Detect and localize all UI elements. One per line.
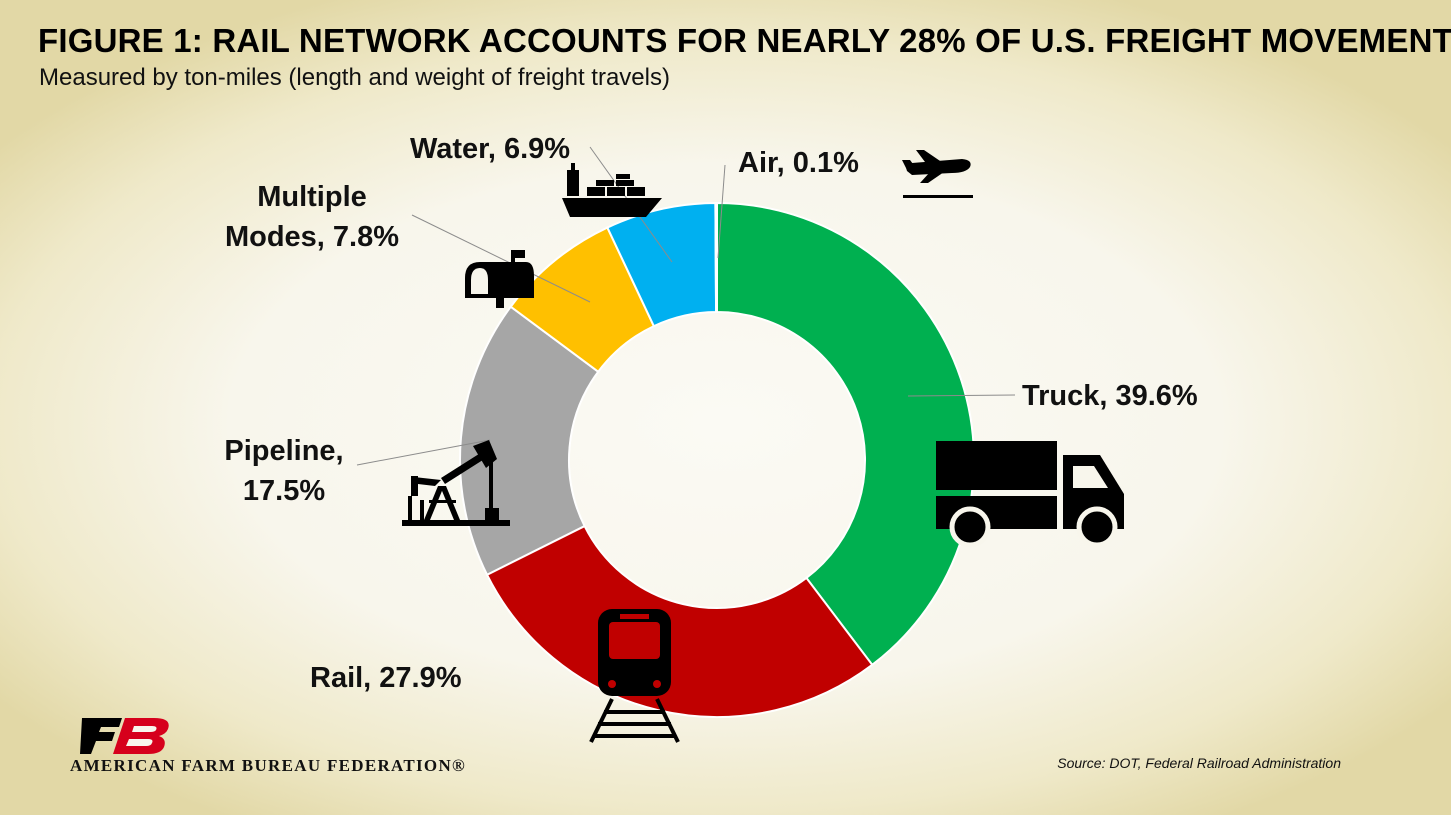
leader-line-pipeline	[356, 439, 491, 466]
afbf-logo-wordmark: AMERICAN FARM BUREAU FEDERATION®	[70, 756, 467, 775]
source-note: Source: DOT, Federal Railroad Administra…	[1057, 755, 1341, 771]
chart-subtitle: Measured by ton-miles (length and weight…	[39, 64, 670, 91]
mailbox-icon	[465, 250, 534, 308]
oil-pump-icon	[402, 440, 510, 526]
ship-icon	[562, 163, 662, 217]
slice-labels: Truck, 39.6% Rail, 27.9% Pipeline, 17.5% Mul…	[224, 133, 1198, 694]
label-multiple-modes: Multiple Modes, 7.8%	[225, 181, 399, 253]
afbf-logo: AMERICAN FARM BUREAU FEDERATION®	[70, 712, 530, 782]
slice-truck	[716, 201, 975, 667]
chart-title: FIGURE 1: RAIL NETWORK ACCOUNTS FOR NEAR…	[38, 22, 1451, 59]
truck-icon	[936, 441, 1124, 548]
label-truck: Truck, 39.6%	[1022, 380, 1198, 412]
slice-pipeline	[459, 305, 600, 577]
label-rail: Rail, 27.9%	[310, 662, 462, 694]
slice-air	[714, 201, 718, 314]
leader-line-multiple-modes	[411, 214, 591, 303]
afbf-logo-mark	[80, 718, 169, 754]
leader-line-truck	[907, 394, 1016, 397]
label-pipeline: Pipeline, 17.5%	[224, 435, 343, 507]
slice-rail	[485, 524, 874, 718]
donut-slices	[459, 201, 975, 718]
airplane-icon	[902, 150, 973, 198]
label-water: Water, 6.9%	[410, 133, 570, 165]
train-icon	[589, 609, 680, 743]
label-air: Air, 0.1%	[738, 147, 859, 179]
leader-line-air	[717, 164, 726, 259]
